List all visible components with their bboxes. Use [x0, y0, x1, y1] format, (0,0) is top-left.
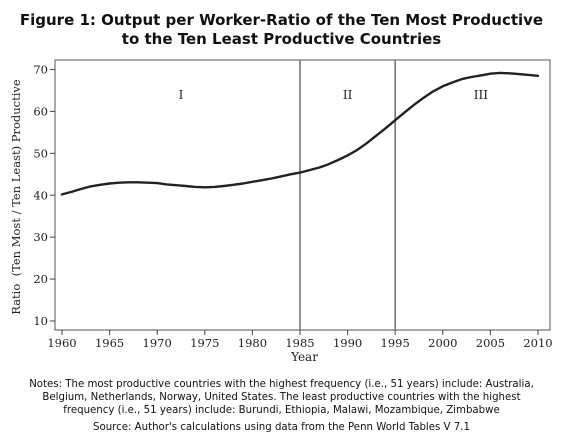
- period-label: II: [343, 88, 353, 102]
- x-tick-label: 1960: [47, 336, 76, 350]
- x-tick-label: 1970: [143, 336, 172, 350]
- y-tick-label: 30: [33, 230, 48, 244]
- x-axis-title: Year: [290, 350, 318, 364]
- y-tick-label: 60: [33, 104, 48, 118]
- period-label: I: [179, 88, 184, 102]
- notes-line-1: Notes: The most productive countries wit…: [29, 379, 534, 390]
- y-tick-label: 50: [33, 146, 48, 160]
- source-note: Source: Author's calculations using data…: [93, 422, 470, 433]
- x-tick-label: 1980: [238, 336, 267, 350]
- x-tick-label: 2000: [428, 336, 457, 350]
- x-tick-label: 1965: [95, 336, 124, 350]
- chart-title-line-1: Figure 1: Output per Worker-Ratio of the…: [19, 11, 544, 29]
- figure-notes: Notes: The most productive countries wit…: [0, 378, 563, 434]
- series-line: [60, 71, 540, 196]
- period-label: III: [474, 88, 488, 102]
- x-tick-label: 1985: [285, 336, 314, 350]
- notes-line-3: frequency (i.e., 51 years) include: Buru…: [63, 405, 500, 416]
- x-tick-label: 1975: [190, 336, 219, 350]
- x-tick-label: 2010: [523, 336, 552, 350]
- y-tick-label: 40: [33, 188, 48, 202]
- y-tick-label: 10: [33, 314, 48, 328]
- y-tick-label: 70: [33, 63, 48, 77]
- y-tick-label: 20: [33, 272, 48, 286]
- y-axis-title: Ratio (Ten Most / Ten Least) Productive: [9, 79, 23, 315]
- chart-title-line-2: to the Ten Least Productive Countries: [121, 30, 442, 48]
- x-tick-label: 1990: [333, 336, 362, 350]
- x-tick-label: 2005: [476, 336, 505, 350]
- chart-title: Figure 1: Output per Worker-Ratio of the…: [0, 11, 563, 49]
- x-tick-label: 1995: [381, 336, 410, 350]
- notes-line-2: Belgium, Netherlands, Norway, United Sta…: [42, 392, 521, 403]
